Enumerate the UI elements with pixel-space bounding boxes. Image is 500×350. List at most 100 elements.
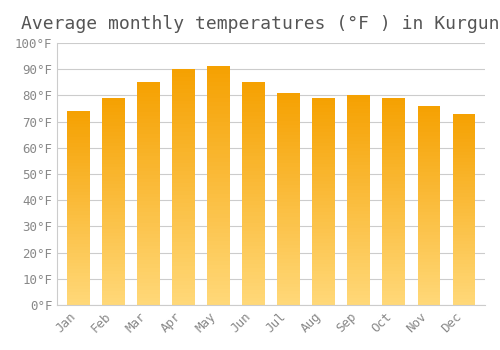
Bar [102, 191, 125, 195]
Bar [312, 239, 335, 243]
Bar [278, 252, 300, 256]
Bar [172, 144, 195, 148]
Bar [418, 116, 440, 119]
Bar [312, 188, 335, 191]
Bar [242, 279, 265, 283]
Bar [172, 246, 195, 250]
Bar [418, 152, 440, 156]
Bar [452, 257, 475, 260]
Bar [172, 81, 195, 85]
Bar [67, 234, 90, 237]
Bar [452, 299, 475, 302]
Bar [207, 206, 230, 210]
Bar [348, 197, 370, 200]
Bar [172, 226, 195, 230]
Bar [137, 279, 160, 283]
Bar [242, 119, 265, 123]
Bar [382, 108, 406, 112]
Bar [67, 215, 90, 218]
Bar [207, 241, 230, 245]
Bar [382, 105, 406, 108]
Bar [418, 202, 440, 205]
Bar [278, 121, 300, 125]
Bar [382, 267, 406, 271]
Bar [67, 260, 90, 263]
Bar [452, 254, 475, 257]
Bar [207, 138, 230, 142]
Bar [348, 267, 370, 270]
Bar [278, 294, 300, 298]
Bar [172, 199, 195, 203]
Bar [242, 246, 265, 249]
Bar [452, 117, 475, 120]
Bar [312, 195, 335, 198]
Bar [242, 82, 265, 86]
Bar [312, 219, 335, 222]
Bar [207, 182, 230, 186]
Bar [242, 123, 265, 127]
Bar [207, 253, 230, 257]
Bar [137, 119, 160, 123]
Bar [348, 284, 370, 288]
Bar [312, 160, 335, 163]
Bar [67, 228, 90, 231]
Bar [278, 245, 300, 248]
Bar [67, 295, 90, 299]
Bar [452, 216, 475, 219]
Bar [348, 190, 370, 193]
Bar [207, 70, 230, 75]
Bar [242, 209, 265, 212]
Bar [207, 285, 230, 289]
Bar [67, 195, 90, 198]
Bar [172, 254, 195, 258]
Bar [67, 114, 90, 118]
Bar [207, 281, 230, 285]
Bar [102, 156, 125, 160]
Bar [382, 102, 406, 105]
Bar [452, 197, 475, 200]
Bar [418, 272, 440, 275]
Bar [137, 231, 160, 234]
Bar [137, 179, 160, 182]
Bar [172, 167, 195, 172]
Bar [172, 293, 195, 297]
Bar [172, 172, 195, 175]
Bar [242, 186, 265, 190]
Bar [172, 128, 195, 132]
Bar [102, 212, 125, 215]
Bar [382, 188, 406, 191]
Bar [137, 290, 160, 294]
Bar [137, 227, 160, 231]
Bar [382, 170, 406, 174]
Bar [452, 149, 475, 152]
Bar [382, 202, 406, 205]
Bar [137, 275, 160, 279]
Bar [382, 122, 406, 126]
Bar [348, 130, 370, 134]
Bar [172, 97, 195, 100]
Bar [102, 195, 125, 198]
Bar [172, 187, 195, 191]
Bar [278, 135, 300, 139]
Bar [312, 295, 335, 298]
Bar [172, 93, 195, 97]
Bar [452, 225, 475, 229]
Bar [278, 213, 300, 217]
Bar [382, 288, 406, 291]
Bar [278, 107, 300, 110]
Bar [348, 162, 370, 165]
Bar [102, 232, 125, 236]
Bar [67, 189, 90, 192]
Bar [207, 170, 230, 174]
Bar [102, 288, 125, 291]
Bar [67, 286, 90, 289]
Bar [137, 272, 160, 275]
Bar [207, 126, 230, 130]
Bar [382, 295, 406, 298]
Bar [418, 239, 440, 242]
Bar [67, 166, 90, 169]
Bar [242, 172, 265, 175]
Bar [312, 122, 335, 126]
Bar [102, 129, 125, 132]
Bar [278, 238, 300, 241]
